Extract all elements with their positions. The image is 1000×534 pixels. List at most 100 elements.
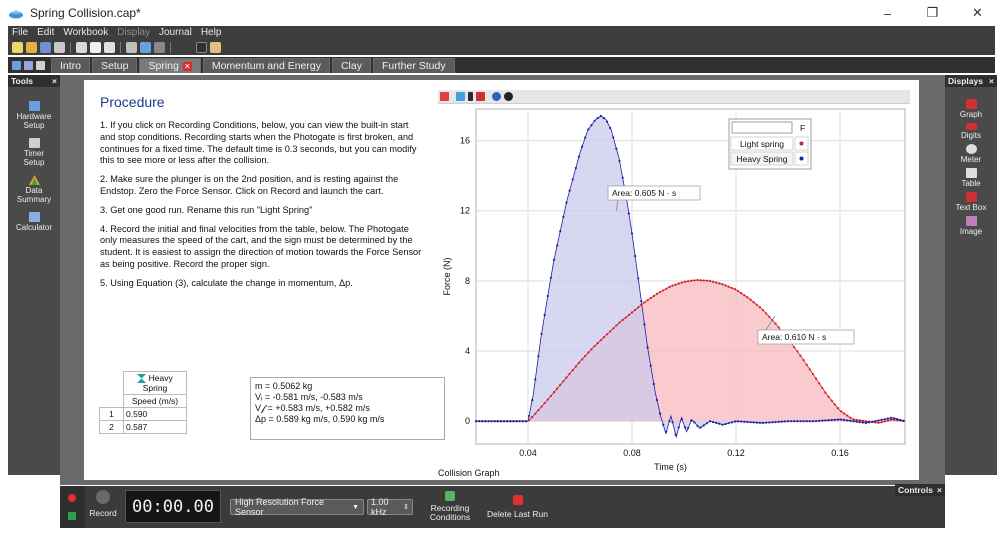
data-point	[646, 346, 649, 349]
tab-further-study[interactable]: Further Study	[372, 58, 455, 73]
data-point	[858, 419, 861, 422]
menu-file[interactable]: File	[12, 27, 29, 38]
minimize-button[interactable]: –	[883, 5, 892, 21]
page-list-icon[interactable]	[36, 61, 45, 70]
data-point	[746, 420, 749, 424]
save-icon[interactable]	[40, 41, 51, 53]
new-file-icon[interactable]	[12, 41, 23, 53]
graph-display[interactable]: 0.04 0.08 0.12 0.16 0 4 8 12 16 Force (N) Time (…	[438, 90, 910, 478]
sensor-select[interactable]: High Resolution Force Sensor ▼	[230, 497, 364, 517]
data-point	[721, 423, 724, 426]
page-settings-icon[interactable]	[24, 61, 33, 70]
screenshot-icon[interactable]	[126, 41, 137, 53]
tab-intro[interactable]: Intro	[51, 58, 91, 73]
tab-label: Spring	[148, 60, 179, 72]
table-row[interactable]: 1 0.590	[99, 407, 187, 422]
tool-label: Data	[25, 186, 43, 195]
print-icon[interactable]	[54, 41, 65, 53]
camera-icon[interactable]	[196, 41, 207, 53]
cut-icon[interactable]	[76, 41, 87, 53]
speed-cell[interactable]: 0.590	[123, 407, 187, 422]
data-point	[696, 278, 699, 282]
continuous-mode-icon[interactable]	[68, 512, 76, 520]
data-point	[615, 324, 618, 327]
tool-hardware-setup[interactable]: Hardware Setup	[8, 101, 60, 130]
tool-data-summary[interactable]: Data Summary	[8, 175, 60, 204]
data-point	[499, 420, 503, 423]
controls-close-icon[interactable]: ×	[937, 485, 942, 495]
open-folder-icon[interactable]	[26, 41, 37, 53]
page-add-icon[interactable]	[12, 61, 21, 70]
stepper-arrows-icon[interactable]: ⇕	[403, 504, 409, 511]
data-point	[562, 380, 565, 383]
sample-rate-stepper[interactable]: 1.00 kHz ⇕	[367, 497, 413, 517]
displays-close-icon[interactable]: ×	[989, 76, 994, 86]
display-graph[interactable]: Graph	[945, 99, 997, 119]
menu-workbook[interactable]: Workbook	[63, 27, 109, 38]
procedure-heading: Procedure	[100, 94, 165, 110]
data-point	[852, 420, 855, 423]
tab-setup[interactable]: Setup	[92, 58, 138, 73]
tab-momentum-and-energy[interactable]: Momentum and Energy	[202, 58, 330, 73]
menu-help[interactable]: Help	[200, 27, 222, 38]
paste-icon[interactable]	[104, 41, 115, 53]
data-point	[552, 391, 556, 394]
close-button[interactable]: ✕	[972, 5, 983, 20]
data-point	[565, 201, 568, 204]
highlight-icon[interactable]	[476, 92, 485, 101]
chart-legend[interactable]: F Light spring Heavy Spring	[728, 118, 812, 170]
data-point	[599, 114, 602, 118]
tool-calculator[interactable]: Calculator	[8, 212, 60, 232]
delete-last-run-button[interactable]: Delete Last Run	[485, 495, 550, 519]
speed-cell[interactable]: 0.587	[123, 420, 187, 435]
data-point	[774, 322, 777, 325]
image-icon	[965, 216, 977, 226]
speed-table[interactable]: Heavy Spring Speed (m/s) 1 0.590 2 0.587	[99, 370, 187, 435]
visibility-eye-icon[interactable]	[504, 92, 513, 101]
results-text-box[interactable]: m = 0.5062 kg Vᵢ = -0.581 m/s, -0.583 m/…	[250, 377, 445, 440]
scale-to-fit-icon[interactable]	[440, 92, 449, 101]
chart-annotations: Area: 0.605 N · s Area: 0.610 N · s	[607, 185, 855, 345]
data-point	[889, 416, 893, 420]
area-tool-icon[interactable]	[456, 92, 465, 101]
collision-graph[interactable]: 0.04 0.08 0.12 0.16 0 4 8 12 16 Force (N) Time (…	[438, 104, 910, 478]
recording-conditions-button[interactable]: Recording Conditions	[425, 491, 475, 522]
restore-button[interactable]: ❐	[926, 5, 939, 20]
display-table[interactable]: Table	[945, 168, 997, 188]
meter-icon	[965, 144, 977, 154]
journal-snapshot-icon[interactable]	[210, 41, 221, 53]
copy-icon[interactable]	[90, 41, 101, 53]
display-image[interactable]: Image	[945, 216, 997, 236]
tab-close-icon[interactable]: ✕	[182, 61, 192, 71]
annotation-text: Area: 0.610 N · s	[762, 332, 826, 342]
tools-close-icon[interactable]: ×	[52, 76, 57, 86]
record-button[interactable]: Record	[88, 490, 118, 518]
display-meter[interactable]: Meter	[945, 144, 997, 164]
data-point	[640, 300, 643, 303]
table-run-header[interactable]: Heavy Spring	[123, 370, 187, 396]
dropdown-arrow-icon[interactable]	[468, 92, 473, 101]
chart-ticks: 0.04 0.08 0.12 0.16 0 4 8 12 16	[460, 136, 849, 458]
menu-journal[interactable]: Journal	[159, 27, 192, 38]
undo-icon[interactable]	[140, 41, 151, 53]
table-row[interactable]: 2 0.587	[99, 420, 187, 435]
data-point	[712, 280, 715, 283]
tab-clay[interactable]: Clay	[331, 58, 371, 73]
display-text-box[interactable]: Text Box	[945, 192, 997, 212]
data-point	[630, 311, 634, 314]
data-point	[886, 417, 889, 420]
tab-spring[interactable]: Spring ✕	[139, 58, 201, 73]
page-tab-bar: Intro Setup Spring ✕ Momentum and Energy …	[8, 57, 995, 73]
legend-entry	[730, 136, 794, 151]
settings-gear-icon[interactable]	[492, 92, 501, 101]
redo-icon[interactable]	[154, 41, 165, 53]
app-logo-icon	[9, 10, 23, 19]
data-point	[880, 421, 883, 424]
data-point	[478, 420, 481, 423]
tool-timer-setup[interactable]: Timer Setup	[8, 138, 60, 167]
record-indicator-icon[interactable]	[68, 494, 76, 502]
tools-header: Tools ×	[8, 75, 60, 87]
legend-swatch	[799, 156, 804, 161]
display-digits[interactable]: Digits	[945, 123, 997, 140]
menu-edit[interactable]: Edit	[37, 27, 55, 38]
